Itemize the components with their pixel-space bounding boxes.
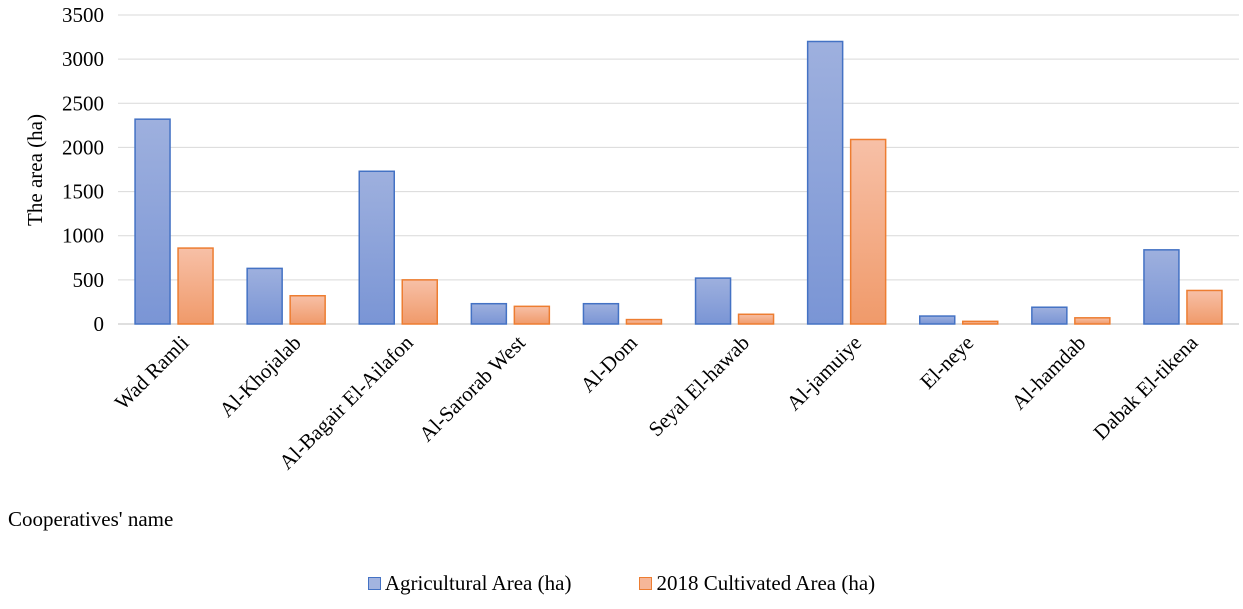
- y-tick-label: 3500: [62, 3, 104, 27]
- y-tick-label: 3000: [62, 47, 104, 71]
- bar-agricultural: [582, 302, 620, 325]
- y-axis-title-group: The area (ha): [23, 114, 47, 226]
- bar-cultivated: [401, 279, 438, 325]
- y-axis-ticks: 0 500 1000 1500 2000 2500 3000 3500: [62, 3, 104, 336]
- y-tick-label: 500: [73, 268, 105, 292]
- legend-label-agricultural: Agricultural Area (ha): [384, 571, 572, 595]
- bar-cultivated: [737, 313, 775, 325]
- bar-agricultural: [919, 315, 956, 325]
- x-tick-label: Wad Ramli: [110, 330, 194, 414]
- legend-swatch-cultivated: [639, 577, 653, 590]
- bar-agricultural: [134, 118, 171, 325]
- bar-cultivated: [1186, 289, 1223, 325]
- bar-cultivated: [625, 318, 663, 325]
- bar-agricultural: [694, 277, 732, 325]
- gridlines: [118, 14, 1239, 325]
- y-tick-label: 1000: [62, 224, 104, 248]
- legend-item-cultivated: 2018 Cultivated Area (ha): [639, 571, 875, 596]
- bar-cultivated: [1074, 317, 1111, 325]
- bar-agricultural: [358, 170, 395, 325]
- y-tick-label: 2000: [62, 135, 104, 159]
- bar-agricultural: [246, 267, 283, 325]
- bar-cultivated: [849, 138, 887, 325]
- x-tick-label: Al-Khojalab: [214, 331, 305, 422]
- bar-agricultural: [470, 302, 508, 325]
- legend-swatch-agricultural: [367, 577, 381, 590]
- x-tick-label: Al-jamuiye: [782, 331, 867, 416]
- x-tick-label: Dabak El-tikena: [1089, 330, 1203, 444]
- bar-agricultural: [1031, 306, 1068, 325]
- x-tick-label: Al-hamdab: [1007, 331, 1091, 415]
- y-tick-label: 2500: [62, 91, 104, 115]
- bar-agricultural: [806, 40, 844, 325]
- x-tick-label: El-neye: [915, 331, 978, 394]
- x-tick-label: Al-Dom: [576, 331, 642, 397]
- y-tick-label: 1500: [62, 180, 104, 204]
- x-axis-title: Cooperatives' name: [8, 507, 174, 531]
- legend: Agricultural Area (ha) 2018 Cultivated A…: [0, 571, 1243, 596]
- bar-agricultural: [1143, 249, 1180, 325]
- bars: [134, 40, 1223, 325]
- y-axis-title: The area (ha): [23, 114, 47, 226]
- x-tick-label: Al-Sarorab West: [414, 330, 530, 446]
- bar-cultivated: [962, 320, 999, 325]
- bar-cultivated: [513, 305, 551, 325]
- x-tick-label: Seyal El-hawab: [644, 331, 755, 442]
- bar-cultivated: [289, 294, 326, 325]
- legend-label-cultivated: 2018 Cultivated Area (ha): [656, 571, 876, 595]
- bar-cultivated: [177, 247, 214, 325]
- y-tick-label: 0: [94, 312, 105, 336]
- legend-item-agricultural: Agricultural Area (ha): [367, 571, 572, 596]
